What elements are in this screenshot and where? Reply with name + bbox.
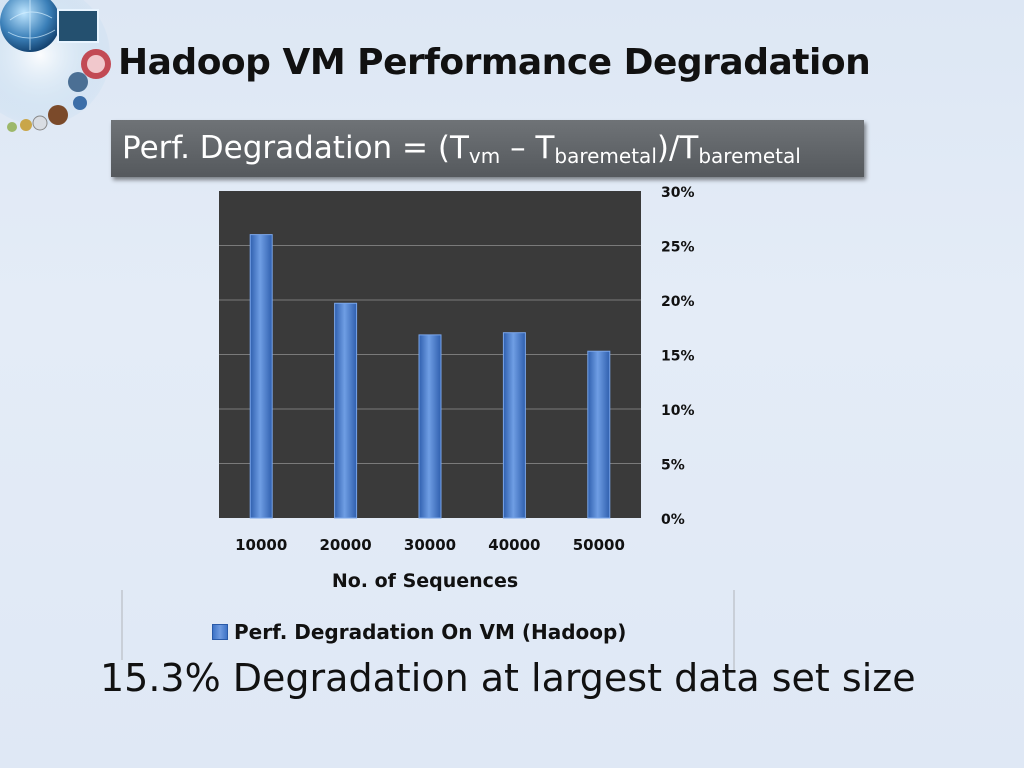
formula-sub-baremetal-2: baremetal: [698, 144, 801, 168]
bar: [249, 234, 273, 519]
legend-swatch: [212, 624, 228, 640]
bar: [418, 334, 442, 519]
slide-title: Hadoop VM Performance Degradation: [118, 42, 871, 83]
x-tick-label: 20000: [320, 536, 372, 554]
legend: Perf. Degradation On VM (Hadoop): [212, 619, 626, 645]
y-tick-label: 20%: [661, 294, 695, 310]
chart-frame-right: [733, 590, 735, 670]
y-tick-label: 30%: [661, 185, 695, 201]
y-tick-label: 25%: [661, 240, 695, 256]
y-tick-label: 0%: [661, 512, 685, 528]
x-tick-label: 30000: [404, 536, 456, 554]
slide-caption: 15.3% Degradation at largest data set si…: [100, 656, 916, 700]
y-tick-label: 10%: [661, 403, 695, 419]
bar: [587, 350, 611, 519]
formula-divide: )/T: [656, 130, 699, 166]
y-tick-label: 5%: [661, 458, 685, 474]
x-tick-label: 10000: [235, 536, 287, 554]
formula-banner: Perf. Degradation = (Tvm – Tbaremetal)/T…: [111, 120, 864, 177]
formula-minus: – T: [500, 130, 555, 166]
bar: [334, 302, 358, 519]
formula-lhs: Perf. Degradation = (T: [122, 130, 469, 166]
globe-collage-icon: [0, 0, 111, 132]
formula-sub-baremetal-1: baremetal: [554, 144, 657, 168]
x-axis-title: No. of Sequences: [331, 570, 519, 592]
formula-sub-vm: vm: [468, 144, 501, 168]
bar: [502, 332, 526, 519]
x-tick-label: 50000: [573, 536, 625, 554]
chart-frame-left: [121, 590, 123, 660]
legend-label: Perf. Degradation On VM (Hadoop): [234, 620, 627, 644]
y-tick-label: 15%: [661, 349, 695, 365]
x-tick-label: 40000: [488, 536, 540, 554]
